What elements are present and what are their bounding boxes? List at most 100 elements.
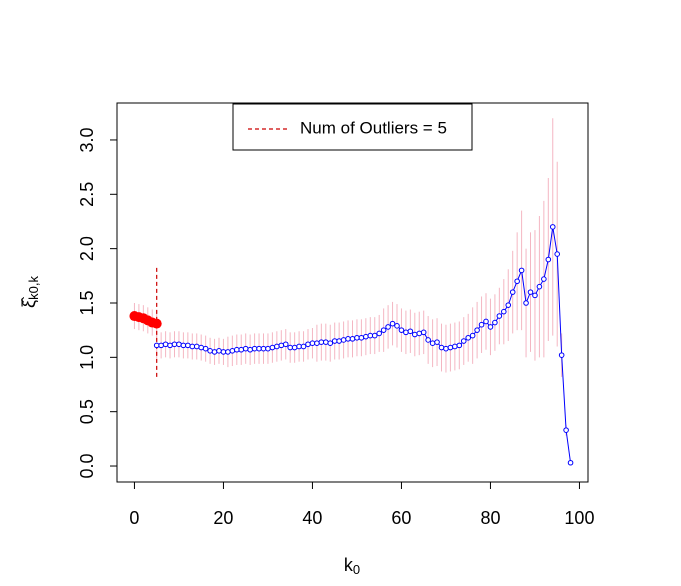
data-point [438, 344, 445, 351]
data-point [376, 330, 383, 337]
data-point [429, 340, 436, 347]
data-point [518, 267, 525, 274]
data-point [425, 337, 431, 343]
y-tick-label: 2.0 [77, 236, 97, 261]
data-point [198, 344, 204, 351]
data-point [452, 343, 458, 350]
data-point [269, 344, 276, 351]
data-point [527, 289, 534, 295]
data-point [389, 320, 396, 327]
data-point [549, 224, 556, 230]
data-point [318, 339, 325, 345]
data-point [291, 344, 298, 351]
data-point [151, 318, 162, 329]
data-point [265, 345, 271, 352]
plot-area [129, 118, 574, 466]
data-point [202, 345, 209, 352]
data-point [371, 332, 378, 339]
data-point [322, 339, 329, 345]
data-point [314, 340, 320, 347]
data-point [331, 338, 338, 344]
data-point [171, 341, 178, 348]
data-point [242, 345, 249, 352]
data-point [456, 342, 463, 349]
data-point [345, 336, 351, 342]
data-point [233, 346, 240, 353]
x-label-base: k [344, 555, 354, 575]
data-point [185, 342, 191, 349]
data-point [158, 342, 164, 349]
data-point [162, 341, 169, 348]
data-point [563, 427, 569, 433]
data-point [505, 302, 512, 308]
data-point [153, 342, 160, 349]
x-label-sub: 0 [353, 562, 360, 577]
data-point [363, 333, 369, 340]
data-point [180, 342, 187, 349]
data-point [189, 343, 196, 350]
data-point [229, 348, 236, 354]
data-point [483, 318, 489, 325]
y-tick-label: 1.0 [77, 345, 97, 370]
data-point [251, 345, 258, 352]
data-point [496, 313, 503, 319]
data-point [176, 341, 182, 348]
x-tick-label: 40 [302, 508, 322, 528]
data-point [260, 345, 267, 352]
data-point [567, 459, 574, 466]
data-point [554, 251, 561, 257]
data-point [193, 343, 200, 350]
data-point [465, 334, 472, 341]
data-point [416, 330, 423, 337]
x-tick-label: 100 [564, 508, 594, 528]
x-tick-label: 0 [129, 508, 139, 528]
data-point [225, 349, 231, 355]
x-tick-label: 20 [213, 508, 233, 528]
data-point [238, 346, 245, 353]
data-point [407, 328, 414, 335]
data-point [487, 324, 494, 330]
data-point [478, 321, 485, 328]
data-point [336, 338, 342, 344]
data-point [300, 343, 307, 350]
data-point [256, 345, 262, 352]
data-point [358, 334, 365, 341]
x-tick-label: 60 [391, 508, 411, 528]
legend-box [232, 103, 473, 151]
data-point [474, 327, 480, 333]
data-point [545, 256, 552, 263]
data-point [523, 300, 529, 306]
data-point [398, 327, 405, 333]
data-point [460, 338, 467, 344]
data-point [558, 352, 565, 358]
data-point [167, 342, 173, 349]
y-label-base: ξ̂ [19, 297, 39, 308]
data-point [501, 308, 507, 315]
data-point [385, 324, 391, 330]
y-label-sub: k0,k [26, 276, 41, 300]
data-point [220, 349, 227, 355]
data-point [469, 332, 476, 339]
data-point [536, 283, 543, 290]
data-point [514, 278, 520, 285]
data-point [509, 289, 516, 295]
x-tick-label: 80 [480, 508, 500, 528]
data-point [412, 331, 418, 338]
y-tick-label: 3.0 [77, 127, 97, 152]
data-point [309, 340, 316, 347]
data-point [282, 341, 289, 348]
data-point [367, 332, 374, 339]
data-point [443, 345, 449, 352]
data-point [340, 337, 347, 343]
y-tick-label: 1.5 [77, 290, 97, 315]
data-point [207, 348, 213, 354]
data-point [354, 334, 360, 341]
data-point [532, 292, 538, 299]
data-point [305, 341, 311, 348]
data-point [296, 343, 302, 350]
legend-label: Num of Outliers = 5 [300, 118, 447, 137]
y-axis-label: ξ̂k0,k [19, 276, 42, 308]
y-tick-label: 2.5 [77, 182, 97, 207]
data-point [349, 336, 356, 342]
